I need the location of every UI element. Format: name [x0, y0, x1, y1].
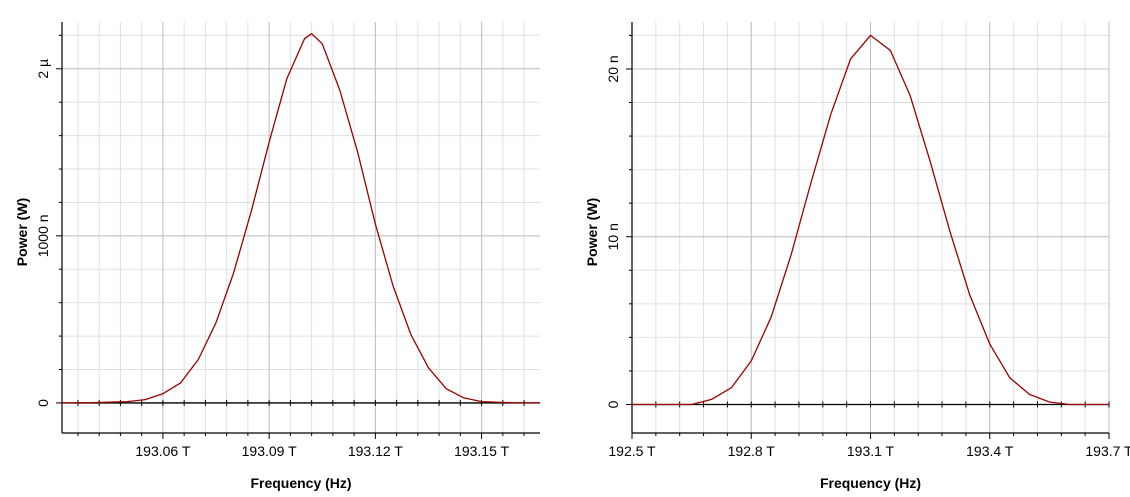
- chart1-x-tick-label: 192.8 T: [728, 443, 776, 459]
- chart1-y-axis-title: Power (W): [584, 198, 600, 266]
- chart1-x-tick-label: 193.1 T: [847, 443, 895, 459]
- chart0-y-axis-title: Power (W): [14, 198, 30, 266]
- chart0-x-axis-title: Frequency (Hz): [250, 475, 351, 491]
- chart0-x-tick-label: 193.06 T: [135, 443, 190, 459]
- chart1-x-tick-label: 192.5 T: [608, 443, 656, 459]
- chart1-x-axis-title: Frequency (Hz): [820, 475, 921, 491]
- chart1-y-tick-label: 0: [605, 400, 621, 408]
- chart-right-panel: 192.5 T 192.8 T 193.1 T 193.4 T 193.7 T 0 10 n…: [565, 0, 1130, 492]
- chart0-x-tick-label: 193.12 T: [348, 443, 403, 459]
- chart1-series-line-0: [632, 34, 1109, 406]
- chart0-x-tick-label: 193.15 T: [454, 443, 509, 459]
- chart-left: 193.06 T 193.09 T 193.12 T 193.15 T 0 1000 n 2…: [14, 22, 540, 491]
- chart1-x-tick-label: 193.7 T: [1085, 443, 1130, 459]
- chart1-y-tick-label: 20 n: [605, 55, 621, 82]
- chart0-y-tick-label: 1000 n: [35, 214, 51, 257]
- chart0-x-tick-label: 193.09 T: [242, 443, 297, 459]
- chart-left-panel: 193.06 T 193.09 T 193.12 T 193.15 T 0 1000 n 2…: [0, 0, 565, 492]
- chart1-y-tick-label: 10 n: [605, 223, 621, 250]
- chart0-series-line-0: [61, 33, 540, 404]
- chart1-x-tick-label: 193.4 T: [966, 443, 1014, 459]
- chart0-y-tick-label: 2 µ: [35, 59, 51, 79]
- chart0-y-tick-label: 0: [35, 399, 51, 407]
- chart-right: 192.5 T 192.8 T 193.1 T 193.4 T 193.7 T 0 10 n…: [584, 22, 1130, 491]
